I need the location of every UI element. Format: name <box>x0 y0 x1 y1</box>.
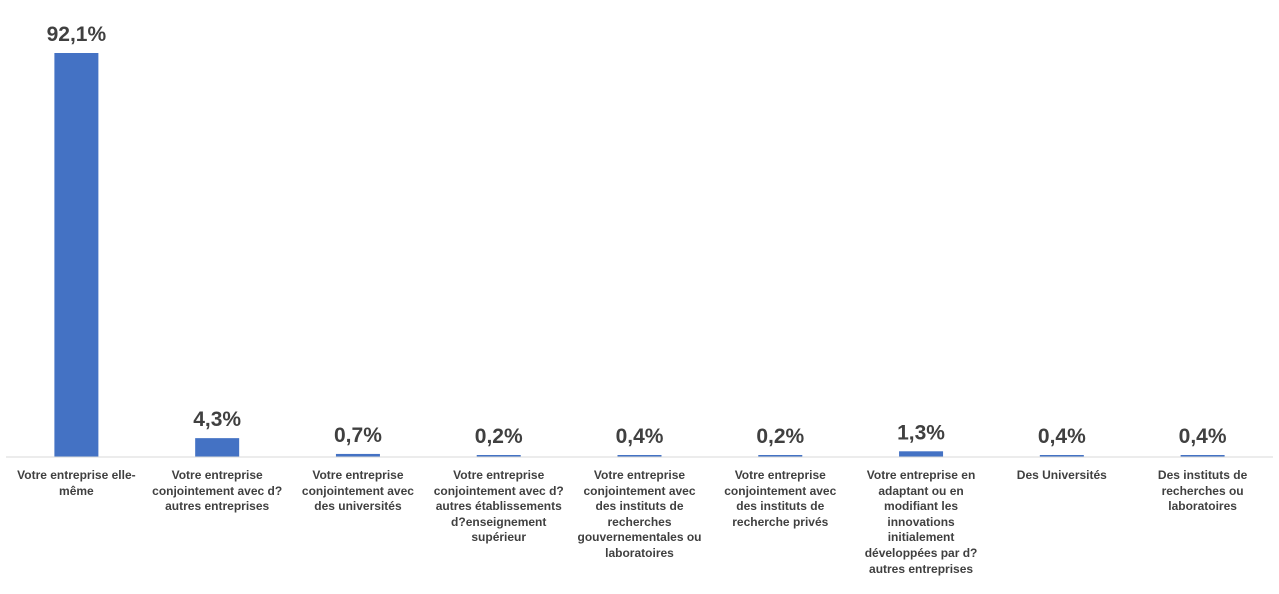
bar-8 <box>1039 455 1084 457</box>
category-label-1: Votre entreprise elle-même <box>17 468 136 498</box>
bar-6 <box>758 455 803 457</box>
bar-4 <box>476 455 521 457</box>
bar-1 <box>54 53 99 457</box>
value-label-9: 0,4% <box>1179 425 1227 448</box>
category-label-9: Des instituts de recherches ou laboratoi… <box>1157 468 1248 514</box>
value-label-3: 0,7% <box>334 424 382 447</box>
bar-2 <box>195 438 240 457</box>
bar-7 <box>899 451 944 457</box>
bar-3 <box>335 453 380 457</box>
bar-5 <box>617 455 662 457</box>
category-label-8: Des Universités <box>1016 468 1107 482</box>
value-label-8: 0,4% <box>1038 425 1086 448</box>
category-label-3: Votre entreprise conjointement avec des … <box>301 468 414 514</box>
value-label-1: 92,1% <box>47 23 107 46</box>
value-label-2: 4,3% <box>193 408 241 431</box>
category-label-7: Votre entreprise en adaptant ou en modif… <box>864 468 978 576</box>
value-labels-group: 92,1% 4,3% 0,7% 0,2% 0,4% 0,2% 1,3% 0,4% 0,4% <box>47 23 1227 448</box>
bar-9 <box>1180 455 1225 457</box>
category-label-6: Votre entreprise conjointement avec des … <box>724 468 837 529</box>
value-label-4: 0,2% <box>475 425 523 448</box>
category-label-4: Votre entreprise conjointement avec d?au… <box>433 468 564 545</box>
category-label-2: Votre entreprise conjointement avec d?au… <box>152 468 283 514</box>
value-label-6: 0,2% <box>756 425 804 448</box>
bars-group <box>54 53 1225 457</box>
category-label-5: Votre entreprise conjointement avec des … <box>577 468 702 560</box>
value-label-5: 0,4% <box>616 425 664 448</box>
value-label-7: 1,3% <box>897 421 945 444</box>
